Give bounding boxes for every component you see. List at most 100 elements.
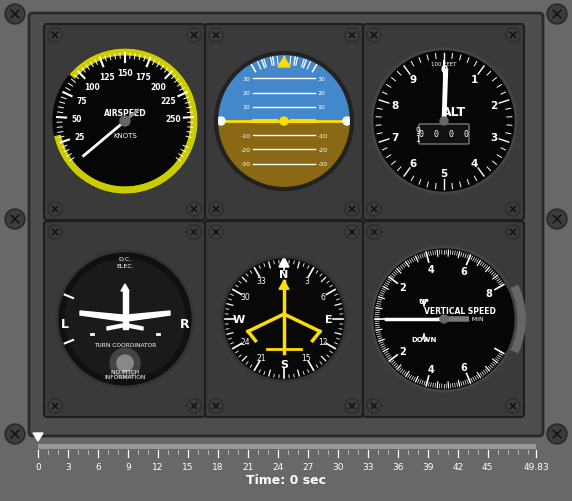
Circle shape	[187, 202, 201, 216]
Circle shape	[48, 29, 62, 43]
Text: N: N	[279, 270, 289, 280]
Circle shape	[346, 227, 358, 238]
Circle shape	[187, 399, 201, 413]
Circle shape	[187, 225, 201, 239]
Circle shape	[345, 399, 359, 413]
Text: 4: 4	[427, 365, 434, 374]
Text: E: E	[325, 314, 333, 324]
Circle shape	[188, 227, 200, 238]
Polygon shape	[107, 324, 122, 330]
Polygon shape	[279, 258, 289, 268]
Circle shape	[367, 399, 381, 413]
Circle shape	[188, 204, 200, 215]
Circle shape	[506, 202, 520, 216]
Text: 125: 125	[100, 73, 115, 82]
Circle shape	[210, 400, 222, 412]
Circle shape	[57, 252, 193, 387]
FancyBboxPatch shape	[205, 221, 363, 417]
Circle shape	[209, 225, 223, 239]
Circle shape	[210, 30, 222, 42]
Text: -10: -10	[240, 133, 251, 138]
Circle shape	[65, 260, 185, 379]
Circle shape	[187, 29, 201, 43]
Text: KNOTS: KNOTS	[113, 133, 137, 139]
Circle shape	[49, 204, 61, 215]
Text: 33: 33	[257, 276, 267, 285]
Circle shape	[368, 227, 380, 238]
Text: 24: 24	[272, 462, 284, 471]
Text: 175: 175	[135, 73, 150, 82]
Text: 100: 100	[84, 83, 100, 91]
Text: 42: 42	[452, 462, 463, 471]
Circle shape	[120, 117, 130, 127]
Circle shape	[507, 30, 519, 42]
Text: 21: 21	[257, 354, 266, 363]
Circle shape	[549, 211, 565, 228]
Polygon shape	[122, 292, 128, 329]
FancyBboxPatch shape	[29, 14, 543, 436]
Text: 27: 27	[302, 462, 313, 471]
Polygon shape	[128, 324, 143, 330]
Circle shape	[367, 29, 381, 43]
Circle shape	[7, 7, 23, 23]
Text: Time: 0 sec: Time: 0 sec	[246, 473, 326, 486]
Text: 225: 225	[161, 97, 176, 106]
Text: 20: 20	[243, 91, 251, 96]
Circle shape	[48, 225, 62, 239]
Polygon shape	[128, 312, 170, 321]
Text: 36: 36	[392, 462, 403, 471]
Circle shape	[209, 202, 223, 216]
Text: 45: 45	[482, 462, 494, 471]
Circle shape	[216, 54, 352, 189]
Circle shape	[367, 225, 381, 239]
Text: 250: 250	[165, 115, 181, 123]
Circle shape	[5, 5, 25, 25]
Circle shape	[48, 202, 62, 216]
Text: 49.83: 49.83	[523, 462, 549, 471]
Text: 7: 7	[391, 133, 398, 143]
Polygon shape	[278, 58, 290, 68]
Text: R: R	[180, 318, 190, 331]
Text: 30: 30	[317, 77, 325, 82]
Text: -10: -10	[317, 133, 328, 138]
Text: 8: 8	[391, 101, 398, 111]
Text: 10: 10	[317, 105, 325, 110]
Text: 1: 1	[416, 135, 420, 144]
Polygon shape	[80, 312, 122, 321]
FancyBboxPatch shape	[419, 125, 469, 145]
Circle shape	[280, 118, 288, 126]
Text: 8: 8	[486, 289, 492, 299]
Text: 0  0  0  0: 0 0 0 0	[419, 130, 469, 139]
Text: 0: 0	[440, 65, 448, 75]
Circle shape	[5, 209, 25, 229]
Text: TURN COORDINATOR: TURN COORDINATOR	[94, 343, 156, 348]
Circle shape	[188, 400, 200, 412]
Text: 3: 3	[304, 276, 309, 285]
Polygon shape	[279, 281, 289, 290]
Text: 000FT PER MIN: 000FT PER MIN	[436, 317, 483, 322]
Text: 2: 2	[399, 283, 406, 293]
Text: 3: 3	[490, 133, 497, 143]
Text: 30: 30	[332, 462, 344, 471]
Circle shape	[217, 118, 225, 126]
Text: -30: -30	[317, 162, 328, 167]
Circle shape	[188, 30, 200, 42]
Circle shape	[507, 227, 519, 238]
Text: 33: 33	[362, 462, 374, 471]
Text: 6: 6	[410, 159, 417, 169]
Text: 4: 4	[427, 264, 434, 274]
Text: 20: 20	[317, 91, 325, 96]
Text: 6: 6	[460, 362, 467, 372]
Circle shape	[48, 399, 62, 413]
Text: L: L	[61, 318, 69, 331]
Text: DOWN: DOWN	[411, 336, 436, 342]
Text: 30: 30	[243, 77, 251, 82]
Text: 2: 2	[399, 346, 406, 356]
Circle shape	[210, 227, 222, 238]
Text: 25: 25	[74, 132, 85, 141]
Circle shape	[507, 204, 519, 215]
Text: VERTICAL SPEED: VERTICAL SPEED	[424, 307, 496, 316]
Text: 50: 50	[72, 115, 82, 123]
Circle shape	[343, 118, 351, 126]
Text: UP: UP	[419, 299, 430, 305]
